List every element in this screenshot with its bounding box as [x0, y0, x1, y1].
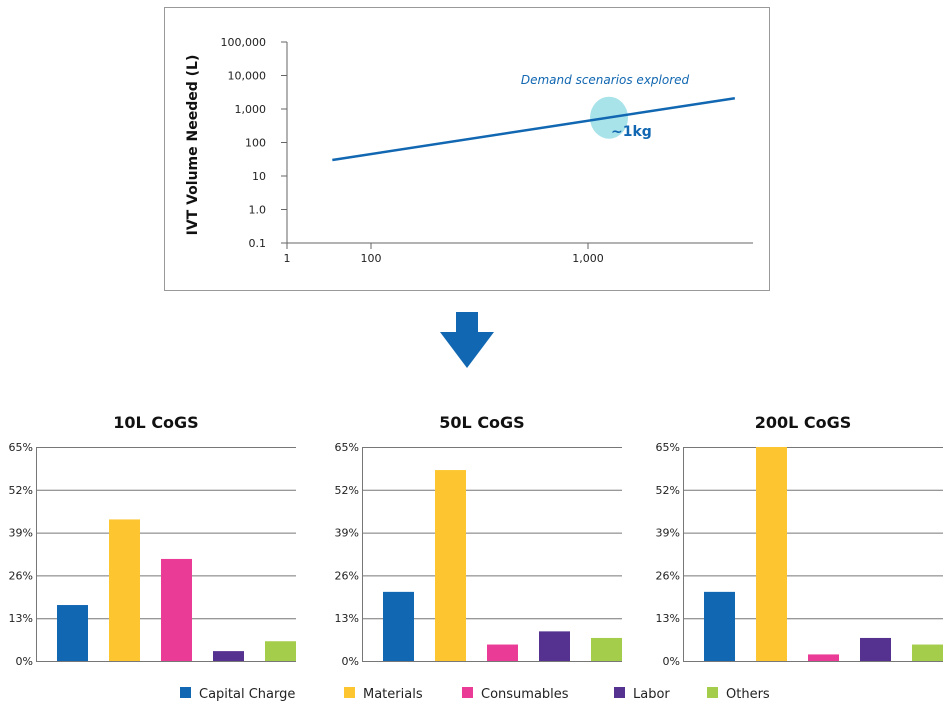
legend-label: Labor: [633, 687, 670, 702]
legend-item: Labor: [614, 687, 670, 702]
legend-item: Others: [707, 687, 770, 702]
x-tick-label: 1: [284, 252, 291, 265]
y-tick-label: 13%: [9, 612, 33, 625]
legend-swatch: [180, 687, 191, 698]
legend-swatch: [344, 687, 355, 698]
y-tick-label: 39%: [335, 527, 359, 540]
y-tick-label: 52%: [656, 484, 680, 497]
y-tick-label: 39%: [656, 527, 680, 540]
legend: Capital Charge Materials Consumables Labor O…: [180, 687, 770, 702]
y-tick-label: 0%: [342, 655, 359, 668]
down-arrow-icon: [440, 312, 494, 368]
bar-others: [591, 637, 622, 661]
bar-capital-charge: [383, 591, 414, 661]
bar-consumables: [161, 558, 192, 661]
bar-chart-50l: 50L CoGS 0% 13% 26% 39% 52% 65%: [335, 413, 622, 668]
legend-item: Materials: [344, 687, 423, 702]
legend-item: Consumables: [462, 687, 569, 702]
highlight-label: ~1kg: [611, 124, 652, 140]
y-tick-label: 1.0: [249, 204, 267, 217]
y-tick-label: 0%: [16, 655, 33, 668]
chart-title: 200L CoGS: [755, 413, 852, 432]
y-tick-label: 65%: [9, 441, 33, 454]
bar-materials: [756, 447, 787, 661]
y-tick-label: 26%: [335, 569, 359, 582]
bar-materials: [435, 470, 466, 661]
y-tick-label: 52%: [9, 484, 33, 497]
legend-swatch: [462, 687, 473, 698]
bar-capital-charge: [57, 605, 88, 661]
y-tick-label: 13%: [656, 612, 680, 625]
y-tick-label: 13%: [335, 612, 359, 625]
bar-labor: [860, 637, 891, 661]
bar-charts: 10L CoGS 0% 13% 26% 39% 52% 65% 50L CoGS 0% 13% 26…: [9, 413, 943, 668]
y-tick-label: 65%: [656, 441, 680, 454]
bar-consumables: [808, 654, 839, 661]
y-tick-label: 10,000: [228, 70, 267, 83]
series-line: [332, 96, 736, 162]
y-tick-label: 0%: [663, 655, 680, 668]
legend-label: Materials: [363, 687, 423, 702]
chart-title: 10L CoGS: [113, 413, 198, 432]
chart-title: 50L CoGS: [439, 413, 524, 432]
legend-swatch: [707, 687, 718, 698]
y-tick-label: 0.1: [249, 237, 267, 250]
y-tick-label: 52%: [335, 484, 359, 497]
bar-materials: [109, 519, 140, 661]
bar-labor: [213, 651, 244, 661]
bar-chart-200l: 200L CoGS 0% 13% 26% 39% 52% 65%: [656, 413, 943, 668]
x-tick-label: 100: [361, 252, 382, 265]
y-tick-label: 10: [252, 170, 266, 183]
bar-capital-charge: [704, 591, 735, 661]
y-axis-title: IVT Volume Needed (L): [185, 55, 201, 236]
y-tick-label: 100: [245, 137, 266, 150]
y-tick-label: 65%: [335, 441, 359, 454]
y-tick-label: 100,000: [221, 36, 267, 49]
line-chart: IVT Volume Needed (L) 100,000 10,000 1,000…: [185, 36, 753, 265]
bar-consumables: [487, 644, 518, 661]
legend-label: Others: [726, 687, 770, 702]
y-tick-label: 39%: [9, 527, 33, 540]
legend-swatch: [614, 687, 625, 698]
x-tick-label: 1,000: [572, 252, 604, 265]
region-label: Demand scenarios explored: [521, 73, 690, 87]
y-tick-label: 26%: [656, 569, 680, 582]
bar-others: [912, 644, 943, 661]
y-tick-label: 26%: [9, 569, 33, 582]
bar-others: [265, 641, 296, 661]
y-tick-label: 1,000: [235, 103, 267, 116]
legend-label: Capital Charge: [199, 687, 295, 702]
bar-labor: [539, 631, 570, 661]
legend-label: Consumables: [481, 687, 569, 702]
legend-item: Capital Charge: [180, 687, 295, 702]
bar-chart-10l: 10L CoGS 0% 13% 26% 39% 52% 65%: [9, 413, 296, 668]
